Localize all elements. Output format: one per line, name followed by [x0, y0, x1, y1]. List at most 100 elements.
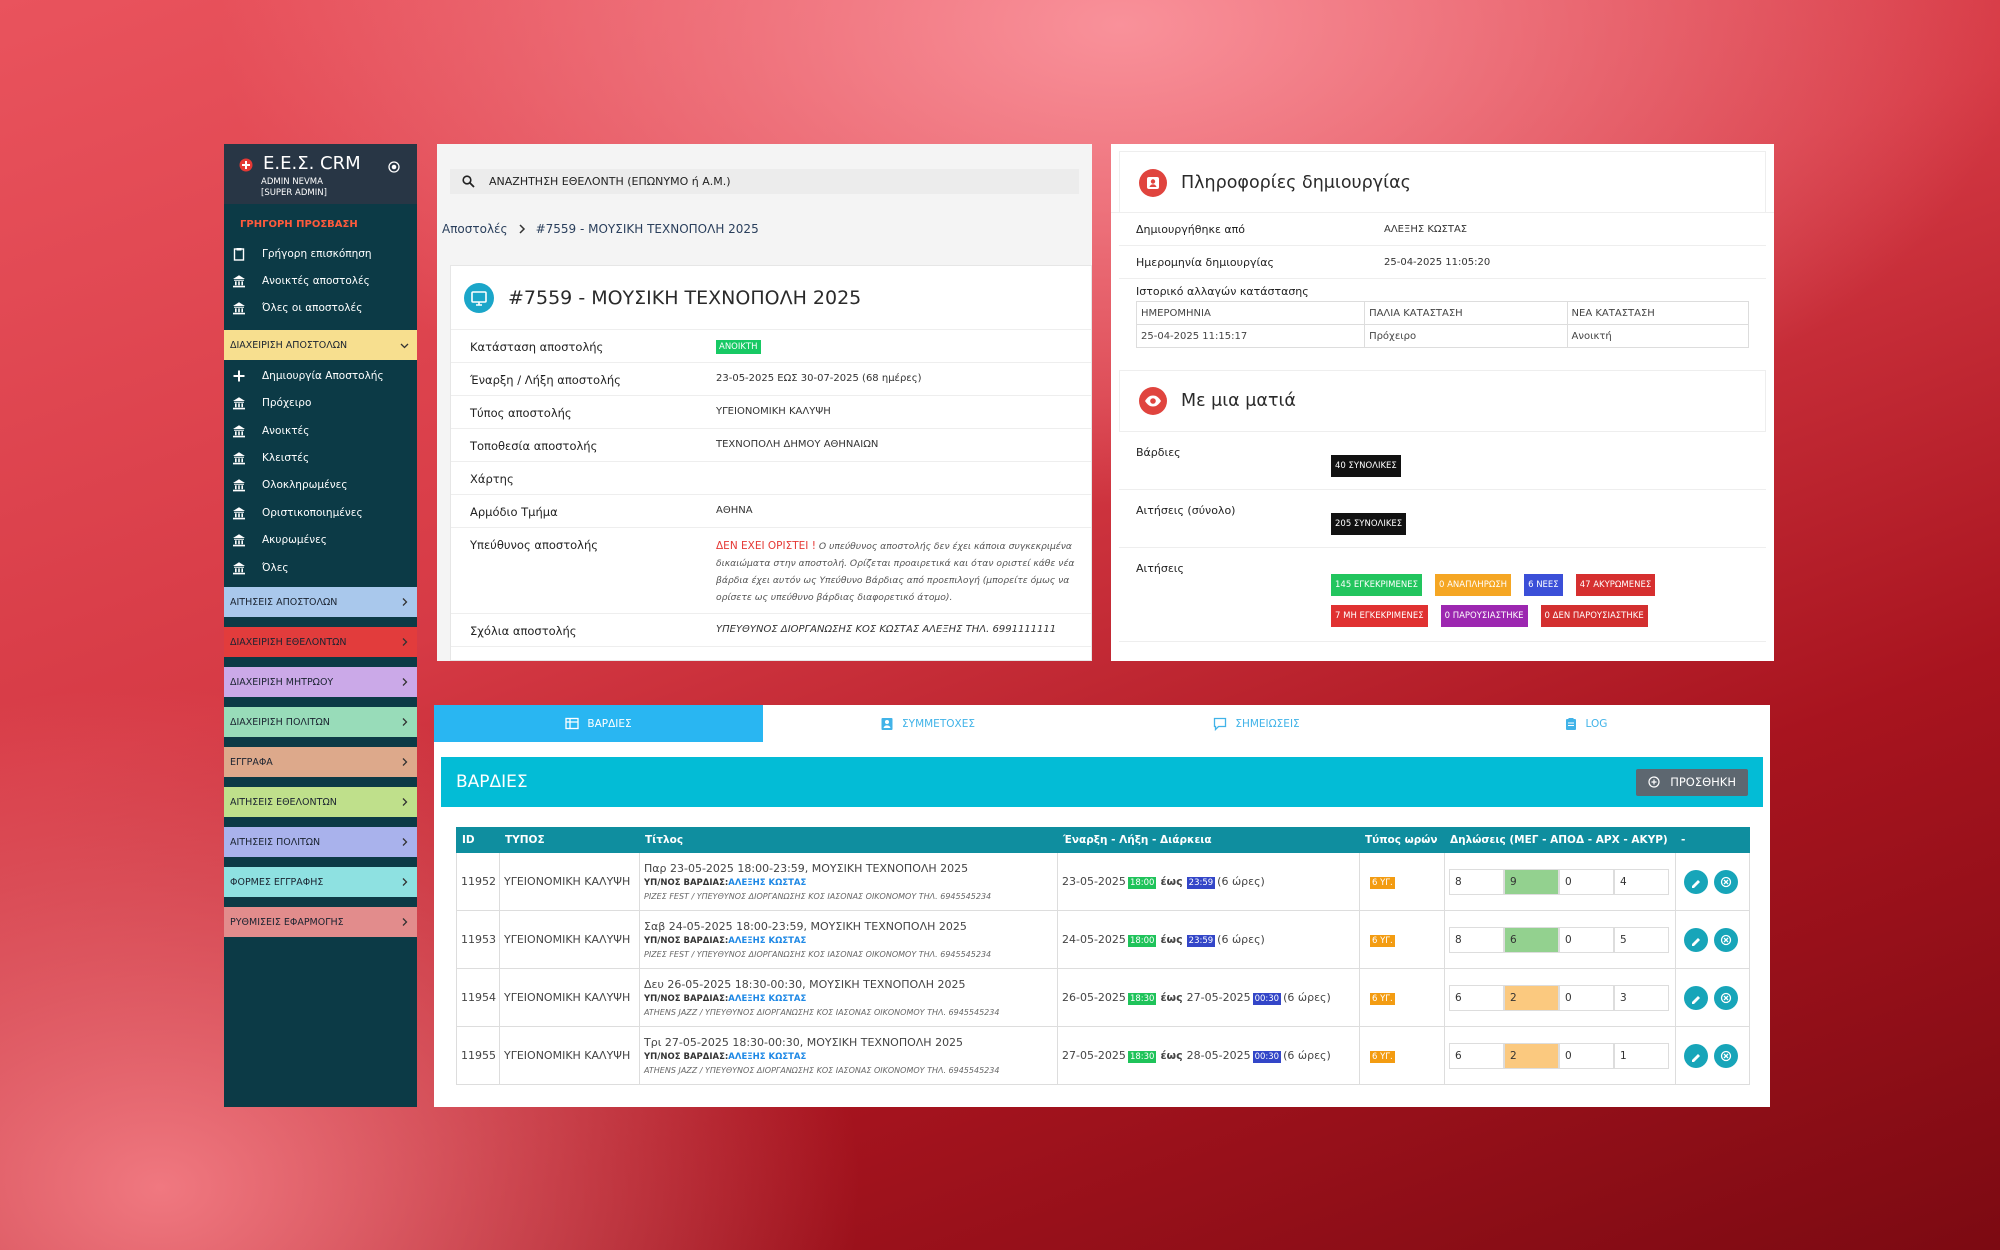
menu-item[interactable]: Όλες οι αποστολές — [224, 295, 417, 322]
cancel-button[interactable] — [1714, 1043, 1738, 1068]
glance-badges: 145 ΕΓΚΕΚΡΙΜΕΝΕΣ 0 ΑΝΑΠΛΗΡΩΣΗ 6 ΝΕΕΣ 47 ΑΚΥ… — [1331, 562, 1661, 627]
info-label: Ημερομηνία δημιουργίας — [1136, 255, 1274, 269]
shifts-panel: ΒΑΡΔΙΕΣ ΣΥΜΜΕΤΟΧΕΣ ΣΗΜΕΙΩΣΕΙΣ LOG ΒΑΡΔΙΕΣ Π… — [434, 705, 1770, 1107]
menu-section[interactable]: ΑΙΤΗΣΕΙΣ ΑΠΟΣΤΟΛΩΝ — [224, 587, 417, 618]
count-field[interactable]: 6 — [1504, 926, 1559, 953]
shift-title: Τρι 27-05-2025 18:30-00:30, ΜΟΥΣΙΚΗ ΤΕΧΝ… — [644, 1036, 964, 1049]
menu-section[interactable]: ΑΙΤΗΣΕΙΣ ΕΘΕΛΟΝΤΩΝ — [224, 787, 417, 818]
menu-item[interactable]: Γρήγορη επισκόπηση — [224, 240, 417, 267]
count-field[interactable]: 5 — [1614, 926, 1669, 953]
tab[interactable]: ΣΥΜΜΕΤΟΧΕΣ — [763, 705, 1092, 742]
missions-section[interactable]: ΔΙΑΧΕΙΡΙΣΗ ΑΠΟΣΤΟΛΩΝ — [224, 330, 417, 361]
shift-type: ΥΓΕΙΟΝΟΜΙΚΗ ΚΑΛΥΨΗ — [499, 852, 640, 911]
shift-leader: ΥΠ/ΝΟΣ ΒΑΡΔΙΑΣ:ΑΛΕΞΗΣ ΚΩΣΤΑΣ — [644, 994, 1053, 1004]
edit-button[interactable] — [1684, 927, 1708, 952]
menu-item[interactable]: Όλες — [224, 554, 417, 581]
duration: (6 ώρες) — [1283, 990, 1331, 1004]
actions-cell — [1675, 910, 1750, 969]
menu-item[interactable]: Ακυρωμένες — [224, 527, 417, 554]
mission-title: #7559 - ΜΟΥΣΙΚΗ ΤΕΧΝΟΠΟΛΗ 2025 — [508, 286, 862, 309]
note-text: Ο υπεύθυνος αποστολής δεν έχει κάποια συ… — [716, 541, 1075, 603]
cancel-button[interactable] — [1714, 869, 1738, 894]
menu-section[interactable]: ΔΙΑΧΕΙΡΙΣΗ ΠΟΛΙΤΩΝ — [224, 707, 417, 738]
detail-label: Αρμόδιο Τμήμα — [470, 505, 558, 519]
detail-label: Χάρτης — [470, 472, 514, 486]
detail-label: Υπεύθυνος αποστολής — [470, 538, 599, 552]
menu-item[interactable]: Ολοκληρωμένες — [224, 472, 417, 499]
value-text: ΥΓΕΙΟΝΟΜΙΚΗ ΚΑΛΥΨΗ — [716, 406, 831, 417]
section-label: ΡΥΘΜΙΣΕΙΣ ΕΦΑΡΜΟΓΗΣ — [230, 916, 344, 928]
edit-button[interactable] — [1684, 869, 1708, 894]
sidebar-header: Ε.Ε.Σ. CRM ADMIN NEVMA [SUPER ADMIN] — [224, 144, 417, 204]
count-badge: 145 ΕΓΚΕΚΡΙΜΕΝΕΣ — [1331, 574, 1422, 596]
tab[interactable]: ΒΑΡΔΙΕΣ — [434, 705, 763, 742]
detail-value: ΔΕΝ ΕΧΕΙ ΟΡΙΣΤΕΙ ! Ο υπεύθυνος αποστολής… — [716, 538, 1091, 606]
count-field[interactable]: 0 — [1559, 984, 1614, 1011]
count-field[interactable]: 0 — [1559, 1042, 1614, 1069]
add-icon — [1648, 776, 1660, 788]
end-time: 23:59 — [1186, 934, 1216, 947]
value-text: 23-05-2025 ΕΩΣ 30-07-2025 (68 ημέρες) — [716, 373, 922, 384]
menu-section[interactable]: ΦΟΡΜΕΣ ΕΓΓΡΑΦΗΣ — [224, 867, 417, 898]
detail-value: 23-05-2025 ΕΩΣ 30-07-2025 (68 ημέρες) — [716, 373, 1091, 384]
add-button[interactable]: ΠΡΟΣΘΗΚΗ — [1636, 768, 1748, 796]
menu-item[interactable]: Οριστικοποιημένες — [224, 499, 417, 526]
menu-section[interactable]: ΕΓΓΡΑΦΑ — [224, 747, 417, 778]
count-field[interactable]: 1 — [1614, 1042, 1669, 1069]
start-date: 23-05-2025 — [1062, 874, 1126, 888]
tab[interactable]: LOG — [1421, 705, 1750, 742]
menu-item[interactable]: Κλειστές — [224, 444, 417, 471]
count-field[interactable]: 0 — [1559, 868, 1614, 895]
count-field[interactable]: 6 — [1449, 984, 1504, 1011]
detail-row: Χάρτης — [451, 462, 1091, 495]
glance-title: Με μια ματιά — [1181, 391, 1296, 411]
count-field[interactable]: 3 — [1614, 984, 1669, 1011]
menu-section[interactable]: ΔΙΑΧΕΙΡΙΣΗ ΜΗΤΡΩΟΥ — [224, 667, 417, 698]
menu-label: Όλες — [262, 561, 289, 574]
count-field[interactable]: 2 — [1504, 984, 1559, 1011]
cancel-button[interactable] — [1714, 985, 1738, 1010]
count-field[interactable]: 0 — [1559, 926, 1614, 953]
section-label: ΔΙΑΧΕΙΡΙΣΗ ΑΠΟΣΤΟΛΩΝ — [230, 339, 348, 351]
icon — [402, 918, 408, 927]
menu-section[interactable]: ΔΙΑΧΕΙΡΙΣΗ ΕΘΕΛΟΝΤΩΝ — [224, 627, 417, 658]
count-field[interactable]: 4 — [1614, 868, 1669, 895]
shifts-title: ΒΑΡΔΙΕΣ — [456, 772, 528, 792]
shift-title: Παρ 23-05-2025 18:00-23:59, ΜΟΥΣΙΚΗ ΤΕΧΝ… — [644, 862, 969, 875]
count-field[interactable]: 8 — [1449, 868, 1504, 895]
menu-item[interactable]: Ανοικτές αποστολές — [224, 267, 417, 294]
breadcrumb-link[interactable]: Αποστολές — [442, 222, 508, 236]
icon — [402, 798, 408, 807]
menu-section[interactable]: ΑΙΤΗΣΕΙΣ ΠΟΛΙΤΩΝ — [224, 827, 417, 858]
detail-value: ΑΘΗΝΑ — [716, 505, 1091, 516]
menu-item[interactable]: Ανοικτές — [224, 417, 417, 444]
glance-label: Αιτήσεις (σύνολο) — [1136, 504, 1236, 517]
section-label: ΑΙΤΗΣΕΙΣ ΕΘΕΛΟΝΤΩΝ — [230, 796, 337, 808]
menu-item[interactable]: Πρόχειρο — [224, 390, 417, 417]
end-time: 00:30 — [1252, 992, 1282, 1005]
menu-section[interactable]: ΡΥΘΜΙΣΕΙΣ ΕΦΑΡΜΟΓΗΣ — [224, 907, 417, 938]
cancel-button[interactable] — [1714, 927, 1738, 952]
count-badge: 47 ΑΚΥΡΩΜΕΝΕΣ — [1575, 574, 1656, 596]
count-field[interactable]: 8 — [1449, 926, 1504, 953]
detail-label: Σχόλια αποστολής — [470, 624, 577, 638]
icon — [233, 397, 245, 410]
count-field[interactable]: 6 — [1449, 1042, 1504, 1069]
detail-value: ΥΓΕΙΟΝΟΜΙΚΗ ΚΑΛΥΨΗ — [716, 406, 1091, 417]
count-field[interactable]: 2 — [1504, 1042, 1559, 1069]
start-time: 18:00 — [1127, 934, 1157, 947]
search-box[interactable]: ΑΝΑΖΗΤΗΣΗ ΕΘΕΛΟΝΤΗ (ΕΠΩΝΥΜΟ ή Α.Μ.) — [450, 169, 1079, 194]
edit-button[interactable] — [1684, 1043, 1708, 1068]
menu-label: Πρόχειρο — [262, 397, 312, 410]
edit-button[interactable] — [1684, 985, 1708, 1010]
hours-type-cell: 6 ΥΓ. — [1359, 852, 1445, 911]
history-table: ΗΜΕΡΟΜΗΝΙΑ ΠΑΛΙΑ ΚΑΤΑΣΤΑΣΗ ΝΕΑ ΚΑΤΑΣΤΑΣΗ 25… — [1135, 301, 1750, 348]
icon — [233, 302, 245, 315]
menu-item[interactable]: Δημιουργία Αποστολής — [224, 362, 417, 389]
tab[interactable]: ΣΗΜΕΙΩΣΕΙΣ — [1092, 705, 1421, 742]
detail-row: Κατάσταση αποστολής ΑΝΟΙΚΤΗ — [451, 330, 1091, 363]
count-field[interactable]: 9 — [1504, 868, 1559, 895]
count-badge: 0 ΑΝΑΠΛΗΡΩΣΗ — [1435, 574, 1512, 596]
